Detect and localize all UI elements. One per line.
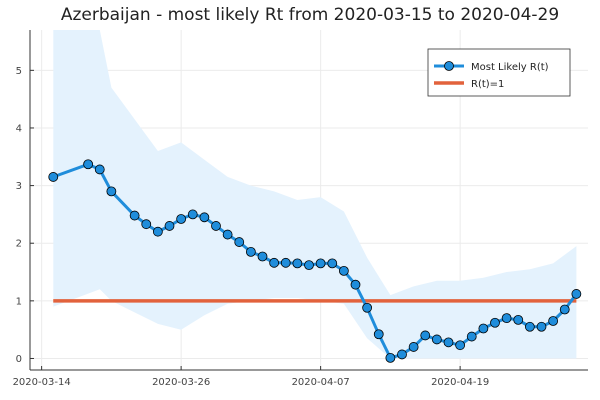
data-point	[490, 317, 500, 328]
data-point	[420, 330, 431, 341]
data-point	[106, 186, 117, 197]
y-tick-label: 3	[16, 181, 22, 192]
data-point	[280, 257, 291, 268]
data-point	[536, 321, 547, 332]
data-point	[373, 329, 384, 340]
data-point	[141, 219, 152, 230]
x-tick-label: 2020-03-14	[13, 377, 71, 388]
data-point	[338, 265, 349, 276]
data-point	[176, 214, 187, 224]
data-point	[269, 257, 280, 268]
data-point	[304, 260, 314, 271]
data-point	[524, 321, 535, 332]
data-point	[350, 279, 361, 290]
data-point	[222, 229, 233, 240]
y-tick-label: 0	[16, 354, 22, 365]
legend-box	[427, 48, 571, 97]
y-tick-label: 1	[16, 296, 22, 307]
data-point	[548, 316, 559, 326]
chart-title: Azerbaijan - most likely Rt from 2020-03…	[61, 5, 559, 25]
data-point	[443, 337, 454, 348]
legend-most-likely-marker	[444, 61, 454, 71]
y-tick-label: 2	[16, 239, 22, 250]
legend-most-likely-label: Most Likely R(t)	[471, 62, 549, 73]
axes: 0 1 2 3 4 5 2020-03-14 2020-03-26 2020-04-07 2020…	[13, 30, 588, 388]
data-point	[211, 221, 221, 231]
data-point	[362, 302, 373, 313]
legend-reference-label: R(t)=1	[471, 79, 504, 90]
data-point	[292, 258, 303, 269]
data-point	[513, 314, 524, 325]
data-point	[234, 237, 245, 247]
y-tick-label: 5	[16, 66, 22, 77]
x-tick-label: 2020-03-26	[152, 377, 210, 388]
data-point	[94, 164, 105, 175]
data-point	[431, 334, 442, 345]
data-point	[257, 251, 268, 262]
data-point	[466, 331, 477, 342]
data-point	[408, 342, 419, 352]
data-point	[164, 221, 175, 231]
data-point	[187, 209, 198, 220]
data-point	[129, 210, 140, 221]
data-point	[385, 352, 396, 363]
data-point	[571, 289, 582, 299]
data-point	[83, 159, 94, 170]
data-point	[152, 226, 163, 237]
data-point	[478, 323, 489, 334]
data-point	[327, 258, 338, 269]
legend: Most Likely R(t) R(t)=1	[427, 48, 571, 97]
confidence-band	[53, 30, 577, 359]
data-point	[315, 258, 326, 269]
data-point	[48, 172, 59, 182]
data-point	[397, 349, 407, 360]
y-tick-label: 4	[16, 123, 22, 134]
data-point	[455, 340, 466, 351]
x-tick-label: 2020-04-07	[292, 377, 350, 388]
x-tick-label: 2020-04-19	[431, 377, 489, 388]
data-point	[559, 304, 570, 315]
data-points	[48, 159, 582, 363]
confidence-band-area	[53, 30, 577, 359]
data-point	[199, 212, 210, 223]
data-point	[501, 313, 512, 324]
data-point	[245, 246, 256, 257]
